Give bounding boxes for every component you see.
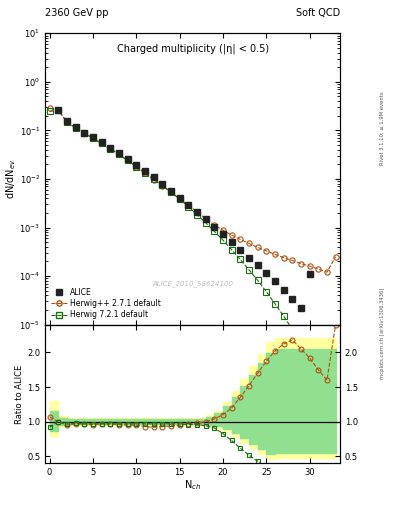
Y-axis label: dN/dN$_{ev}$: dN/dN$_{ev}$ [4, 159, 18, 199]
Y-axis label: Ratio to ALICE: Ratio to ALICE [15, 365, 24, 423]
X-axis label: N$_{ch}$: N$_{ch}$ [184, 479, 201, 493]
Text: Soft QCD: Soft QCD [296, 8, 340, 18]
Legend: ALICE, Herwig++ 2.7.1 default, Herwig 7.2.1 default: ALICE, Herwig++ 2.7.1 default, Herwig 7.… [49, 286, 163, 321]
Text: Rivet 3.1.10; ≥ 1.9M events: Rivet 3.1.10; ≥ 1.9M events [380, 91, 385, 165]
Text: mcplots.cern.ch [arXiv:1306.3436]: mcplots.cern.ch [arXiv:1306.3436] [380, 287, 385, 378]
Text: ALICE_2010_S8624100: ALICE_2010_S8624100 [152, 280, 233, 287]
Text: 2360 GeV pp: 2360 GeV pp [45, 8, 109, 18]
Text: Charged multiplicity (|η| < 0.5): Charged multiplicity (|η| < 0.5) [116, 44, 269, 54]
